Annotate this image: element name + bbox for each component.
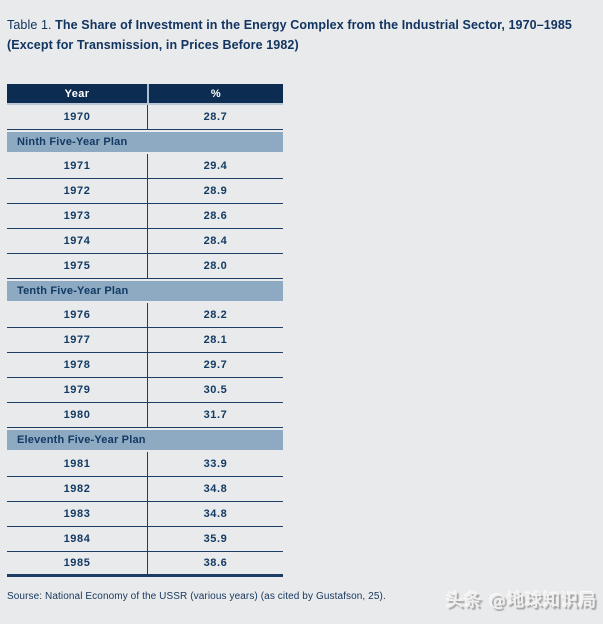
percent-cell: 31.7 xyxy=(147,403,283,427)
year-cell: 1979 xyxy=(63,384,91,396)
table-row: 1971 29.4 xyxy=(7,154,283,179)
year-cell: 1982 xyxy=(63,483,91,495)
year-cell: 1976 xyxy=(63,309,91,321)
year-cell: 1971 xyxy=(63,160,91,172)
table-row: 1973 28.6 xyxy=(7,204,283,229)
section-header-eleventh-plan: Eleventh Five-Year Plan xyxy=(7,430,283,450)
percent-cell: 29.7 xyxy=(147,353,283,377)
percent-cell: 28.6 xyxy=(147,204,283,228)
year-cell: 1973 xyxy=(63,210,91,222)
table-row: 1982 34.8 xyxy=(7,477,283,502)
section-header-ninth-plan: Ninth Five-Year Plan xyxy=(7,132,283,152)
table-header-row: Year % xyxy=(7,84,283,105)
percent-cell: 28.2 xyxy=(147,303,283,327)
table-title-sub: (Except for Transmission, in Prices Befo… xyxy=(7,38,299,52)
table-row: 1980 31.7 xyxy=(7,403,283,428)
table-number-label: Table 1. xyxy=(7,18,52,32)
table-row: 1983 34.8 xyxy=(7,502,283,527)
table-row: 1977 28.1 xyxy=(7,328,283,353)
year-cell: 1983 xyxy=(63,508,91,520)
table-row: 1975 28.0 xyxy=(7,254,283,279)
table-row: 1972 28.9 xyxy=(7,179,283,204)
year-cell: 1978 xyxy=(63,359,91,371)
percent-cell: 28.1 xyxy=(147,328,283,352)
percent-cell: 28.7 xyxy=(147,105,283,129)
percent-cell: 38.6 xyxy=(147,552,283,574)
percent-cell: 28.4 xyxy=(147,229,283,253)
year-cell: 1980 xyxy=(63,409,91,421)
table-title-main: The Share of Investment in the Energy Co… xyxy=(55,18,572,32)
year-cell: 1972 xyxy=(63,185,91,197)
column-header-percent: % xyxy=(147,84,283,103)
percent-cell: 34.8 xyxy=(147,477,283,501)
table-row: 1979 30.5 xyxy=(7,378,283,403)
year-cell: 1984 xyxy=(63,533,91,545)
year-cell: 1970 xyxy=(63,111,91,123)
table-title: Table 1. The Share of Investment in the … xyxy=(7,15,599,55)
year-cell: 1977 xyxy=(63,334,91,346)
year-cell: 1981 xyxy=(63,458,91,470)
table-row: 1985 38.6 xyxy=(7,552,283,577)
percent-cell: 33.9 xyxy=(147,452,283,476)
table-row: 1976 28.2 xyxy=(7,303,283,328)
table-row: 1978 29.7 xyxy=(7,353,283,378)
percent-cell: 28.0 xyxy=(147,254,283,278)
percent-cell: 35.9 xyxy=(147,527,283,551)
table-row: 1984 35.9 xyxy=(7,527,283,552)
table-title-line1: Table 1. The Share of Investment in the … xyxy=(7,15,599,35)
percent-cell: 28.9 xyxy=(147,179,283,203)
percent-cell: 34.8 xyxy=(147,502,283,526)
percent-cell: 30.5 xyxy=(147,378,283,402)
data-table: Year % 1970 28.7 Ninth Five-Year Plan 19… xyxy=(7,84,283,577)
table-row: 1974 28.4 xyxy=(7,229,283,254)
percent-cell: 29.4 xyxy=(147,154,283,178)
year-cell: 1985 xyxy=(63,557,91,569)
toutiao-watermark: 头条 @地球知识局 xyxy=(446,591,597,611)
source-citation: Sourse: National Economy of the USSR (va… xyxy=(7,591,386,602)
year-cell: 1975 xyxy=(63,260,91,272)
section-header-tenth-plan: Tenth Five-Year Plan xyxy=(7,281,283,301)
table-row: 1970 28.7 xyxy=(7,105,283,130)
column-header-year: Year xyxy=(64,87,90,100)
year-cell: 1974 xyxy=(63,235,91,247)
table-row: 1981 33.9 xyxy=(7,452,283,477)
